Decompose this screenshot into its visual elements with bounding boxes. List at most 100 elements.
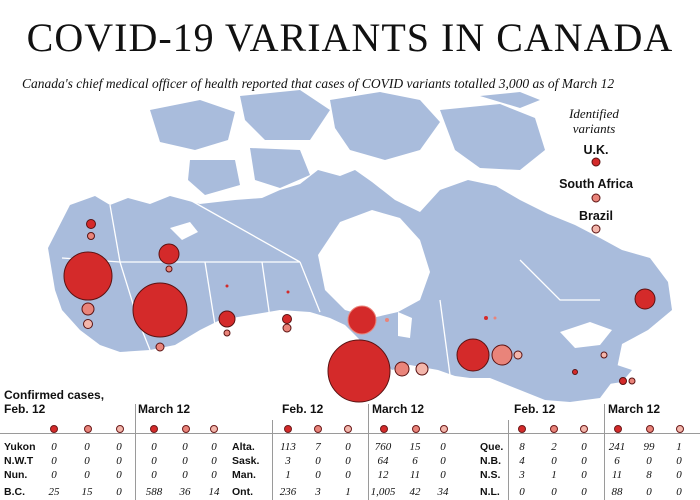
bubble-sask-uk: [218, 310, 236, 328]
table-row-province: B.C.: [4, 486, 25, 498]
bubble-nl-uk: [634, 288, 656, 310]
table-cell-mar: 0: [440, 441, 446, 453]
table-cell-mar: 0: [646, 455, 652, 467]
bubble-que-brazil: [513, 350, 523, 360]
table-cell-feb: 0: [84, 455, 90, 467]
table-cell-feb: 1: [551, 469, 557, 481]
bubble-bc-sa: [81, 302, 95, 316]
legend-heading: Identified variants: [560, 106, 628, 136]
arctic-island: [240, 90, 330, 140]
table-row-province: N.B.: [480, 455, 501, 467]
table-cell-feb: 0: [116, 486, 122, 498]
table-cell-feb: 0: [84, 469, 90, 481]
table-rule: [0, 433, 700, 434]
table-dot-sa: [646, 425, 654, 433]
table-cell-feb: 8: [519, 441, 525, 453]
bubble-nwt-sa: [87, 232, 95, 240]
arctic-island: [480, 92, 540, 108]
bubble-ont-upper: [347, 305, 377, 335]
page-title: COVID-19 VARIANTS IN CANADA: [26, 15, 674, 60]
bubble-ont-sa: [394, 361, 410, 377]
table-cell-feb: 113: [280, 441, 296, 453]
table-cell-mar: 12: [377, 469, 389, 481]
table-dot-sa: [84, 425, 92, 433]
table-cell-feb: 0: [116, 455, 122, 467]
table-cell-mar: 760: [374, 441, 392, 453]
james-bay: [398, 312, 412, 338]
table-cell-feb: 0: [581, 455, 587, 467]
table-cell-mar: 1,005: [370, 486, 396, 498]
table-cell-feb: 3: [519, 469, 525, 481]
bubble-alta-sa: [155, 342, 165, 352]
table-cell-mar: 64: [377, 455, 389, 467]
table-cell-mar: 0: [211, 441, 217, 453]
table-cell-feb: 0: [345, 469, 351, 481]
table-divider: [368, 404, 369, 500]
border-ont-que: [439, 299, 451, 376]
table-cell-mar: 15: [409, 441, 421, 453]
table-cell-feb: 0: [519, 486, 525, 498]
table-cell-mar: 0: [440, 469, 446, 481]
legend-heading-line2: variants: [572, 121, 616, 136]
table-cell-mar: 99: [643, 441, 655, 453]
table-mar-label-3: March 12: [608, 402, 661, 416]
bubble-man-uk: [282, 314, 292, 324]
table-cell-mar: 0: [151, 469, 157, 481]
table-cell-feb: 0: [315, 455, 321, 467]
table-cell-feb: 0: [581, 469, 587, 481]
table-dot-brazil: [116, 425, 124, 433]
table-cell-mar: 14: [208, 486, 220, 498]
bubble-bc-brazil: [83, 319, 93, 329]
bubble-ont-dot: [385, 318, 389, 322]
table-row-province: Sask.: [232, 455, 260, 467]
table-dot-brazil: [580, 425, 588, 433]
table-cell-feb: 0: [84, 441, 90, 453]
table-cell-mar: 0: [182, 455, 188, 467]
table-cell-feb: 0: [345, 441, 351, 453]
table-cell-mar: 0: [646, 486, 652, 498]
table-cell-mar: 0: [151, 441, 157, 453]
table-cell-mar: 0: [182, 469, 188, 481]
table-cell-feb: 4: [519, 455, 525, 467]
table-dot-sa: [314, 425, 322, 433]
table-cell-feb: 3: [285, 455, 291, 467]
table-row-province: Alta.: [232, 441, 255, 453]
table-dot-uk: [284, 425, 292, 433]
bubble-nb-uk: [572, 369, 578, 375]
table-cell-feb: 0: [551, 486, 557, 498]
table-cell-mar: 0: [211, 469, 217, 481]
table-cell-mar: 588: [145, 486, 163, 498]
table-feb-label-1: Feb. 12: [4, 402, 46, 416]
border-man-ont: [299, 261, 321, 313]
nova-scotia: [580, 362, 632, 386]
arctic-island: [188, 160, 240, 195]
table-caption: Confirmed cases,: [4, 388, 105, 402]
border-yukon-nwt: [109, 204, 121, 263]
table-dot-brazil: [210, 425, 218, 433]
table-cell-feb: 2: [551, 441, 557, 453]
table-row-province: N.W.T: [4, 455, 34, 467]
table-cell-feb: 0: [581, 441, 587, 453]
bubble-pei-brazil: [600, 351, 608, 359]
bubble-nun-uk: [158, 243, 180, 265]
table-cell-feb: 15: [81, 486, 93, 498]
arctic-island: [330, 92, 440, 160]
table-dot-uk: [518, 425, 526, 433]
table-cell-feb: 0: [116, 469, 122, 481]
bubble-ont-brazil: [415, 362, 429, 376]
table-cell-feb: 1: [345, 486, 351, 498]
legend-dot-sa: [591, 193, 601, 203]
table-cell-feb: 0: [315, 469, 321, 481]
bubble-nun-sa: [165, 265, 173, 273]
arctic-island: [440, 104, 545, 170]
table-cell-mar: 6: [412, 455, 418, 467]
bubble-ns-sa: [628, 377, 636, 385]
table-cell-feb: 3: [315, 486, 321, 498]
legend-heading-line1: Identified: [569, 106, 619, 121]
table-cell-feb: 0: [116, 441, 122, 453]
table-row-province: Que.: [480, 441, 504, 453]
table-cell-mar: 0: [676, 469, 682, 481]
legend-label-uk: U.K.: [583, 143, 609, 157]
table-cell-mar: 0: [676, 455, 682, 467]
